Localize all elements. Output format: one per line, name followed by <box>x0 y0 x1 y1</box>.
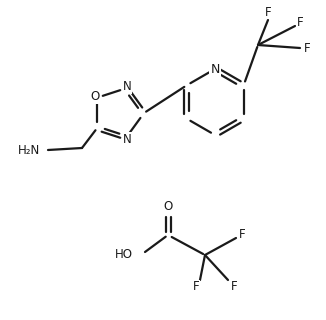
Text: F: F <box>239 228 245 242</box>
Text: N: N <box>123 133 131 146</box>
Text: O: O <box>90 90 99 103</box>
Text: F: F <box>265 5 271 19</box>
Text: H₂N: H₂N <box>18 143 40 156</box>
Text: N: N <box>123 80 131 93</box>
Text: HO: HO <box>115 249 133 261</box>
Text: N: N <box>210 62 220 76</box>
Text: F: F <box>193 281 199 293</box>
Text: F: F <box>304 42 310 54</box>
Text: O: O <box>163 199 173 212</box>
Text: F: F <box>297 15 303 28</box>
Text: F: F <box>231 281 237 293</box>
